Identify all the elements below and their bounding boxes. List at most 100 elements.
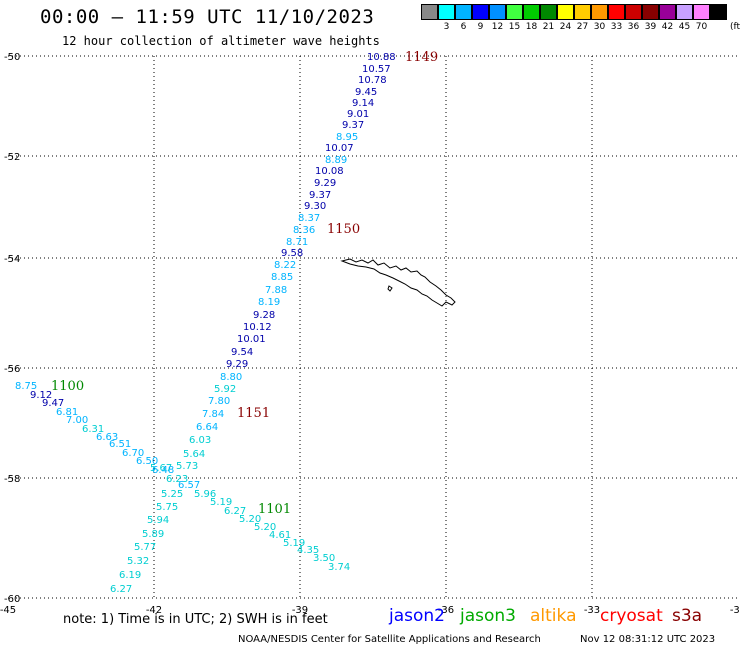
grid-lines (8, 55, 738, 599)
lon-tick-label: -39 (292, 605, 308, 616)
satellite-s3a: s3a (672, 606, 703, 626)
timestamp: Nov 12 08:31:12 UTC 2023 (580, 634, 716, 645)
wave-height-point: 8.19 (258, 297, 280, 308)
legend-label: 21 (542, 22, 555, 32)
pass-label: 1149 (405, 50, 438, 65)
lon-tick-label: -42 (146, 605, 162, 616)
wave-height-point: 3.74 (328, 562, 350, 573)
legend-swatch (523, 4, 540, 20)
wave-height-points: 10.8810.5710.789.459.149.019.378.9510.07… (15, 52, 396, 595)
wave-height-point: 9.47 (42, 398, 64, 409)
lat-tick-label: -56 (4, 364, 20, 375)
wave-height-point: 5.92 (214, 384, 236, 395)
wave-height-point: 9.01 (347, 109, 369, 120)
axis-labels: -45 -42 -39 -36 -33 -30 -50 -52 -54 -56 -58 -60 (0, 52, 740, 616)
wave-height-point: 7.84 (202, 409, 224, 420)
legend-swatch (693, 4, 710, 20)
legend-swatch (608, 4, 625, 20)
legend-swatch (506, 4, 523, 20)
wave-height-point: 8.22 (274, 260, 296, 271)
lat-tick-label: -54 (4, 254, 20, 265)
wave-height-point: 7.00 (66, 415, 88, 426)
wave-height-point: 6.50 (136, 456, 158, 467)
wave-height-point: 5.67 (150, 463, 172, 474)
wave-height-point: 8.71 (286, 237, 308, 248)
wave-height-point: 6.63 (96, 432, 118, 443)
wave-height-point: 5.73 (176, 461, 198, 472)
wave-height-point: 8.36 (293, 225, 315, 236)
lat-tick-label: -52 (4, 152, 20, 163)
pass-label: 1101 (258, 502, 291, 517)
satellite-jason3: jason3 (460, 606, 516, 626)
wave-height-point: 5.19 (283, 538, 305, 549)
wave-height-point: 5.64 (183, 449, 205, 460)
lat-tick-label: -60 (4, 594, 20, 605)
legend-label: 70 (695, 22, 708, 32)
wave-height-point: 9.37 (342, 120, 364, 131)
legend-label: 3 (443, 22, 450, 32)
legend-label: 39 (644, 22, 657, 32)
wave-height-point: 5.20 (239, 514, 261, 525)
lat-tick-label: -58 (4, 474, 20, 485)
wave-height-point: 9.58 (281, 248, 303, 259)
legend-swatch (625, 4, 642, 20)
legend-label: 33 (610, 22, 623, 32)
legend-label: 45 (678, 22, 691, 32)
lat-tick-label: -50 (4, 52, 20, 63)
wave-height-point: 6.64 (196, 422, 218, 433)
wave-height-point: 6.27 (110, 584, 132, 595)
wave-height-point: 10.88 (367, 52, 396, 63)
lon-tick-label: -36 (438, 605, 454, 616)
wave-height-point: 8.95 (336, 132, 358, 143)
wave-height-point: 9.37 (309, 190, 331, 201)
credit-line: NOAA/NESDIS Center for Satellite Applica… (238, 634, 541, 645)
legend-swatch (574, 4, 591, 20)
wave-height-point: 10.57 (362, 64, 391, 75)
legend-label: 24 (559, 22, 572, 32)
satellite-jason2: jason2 (389, 606, 445, 626)
pass-label: 1100 (51, 379, 84, 394)
legend-swatch (489, 4, 506, 20)
legend-label: 27 (576, 22, 589, 32)
legend-swatch (557, 4, 574, 20)
wave-height-point: 6.19 (119, 570, 141, 581)
legend-swatch (591, 4, 608, 20)
wave-height-point: 6.23 (166, 474, 188, 485)
legend-label: 6 (460, 22, 467, 32)
map-title: 00:00 – 11:59 UTC 11/10/2023 (40, 6, 375, 28)
islet (387, 285, 393, 292)
lon-tick-label: -33 (584, 605, 600, 616)
wave-height-point: 4.61 (269, 530, 291, 541)
map-subtitle: 12 hour collection of altimeter wave hei… (62, 34, 380, 48)
wave-height-point: 8.37 (298, 213, 320, 224)
wave-height-point: 5.89 (142, 529, 164, 540)
wave-height-point: 3.50 (313, 553, 335, 564)
wave-height-point: 10.78 (358, 75, 387, 86)
footnote: note: 1) Time is in UTC; 2) SWH is in fe… (63, 612, 328, 627)
legend-swatch (472, 4, 489, 20)
wave-height-point: 9.29 (226, 359, 248, 370)
wave-height-point: 10.01 (237, 334, 266, 345)
satellite-cryosat: cryosat (600, 606, 663, 626)
wave-height-point: 6.51 (109, 439, 131, 450)
lon-tick-label: -30 (730, 605, 740, 616)
wave-height-point: 6.70 (122, 448, 144, 459)
wave-height-point: 5.25 (161, 489, 183, 500)
legend-swatch (659, 4, 676, 20)
wave-height-point: 9.45 (355, 87, 377, 98)
legend-swatch (710, 4, 727, 20)
wave-height-point: 10.07 (325, 143, 354, 154)
wave-height-point: 9.12 (30, 390, 52, 401)
wave-height-point: 5.20 (254, 522, 276, 533)
legend-label: 30 (593, 22, 606, 32)
wave-height-point: 6.48 (152, 465, 174, 476)
pass-labels: 1149 1150 1151 1100 1101 (51, 50, 438, 517)
wave-height-point: 6.81 (56, 407, 78, 418)
legend-swatch (438, 4, 455, 20)
wave-height-point: 9.30 (304, 201, 326, 212)
satellite-altika: altika (530, 606, 577, 626)
legend-swatch (540, 4, 557, 20)
lon-tick-label: -45 (0, 605, 16, 616)
wave-height-point: 7.88 (265, 285, 287, 296)
